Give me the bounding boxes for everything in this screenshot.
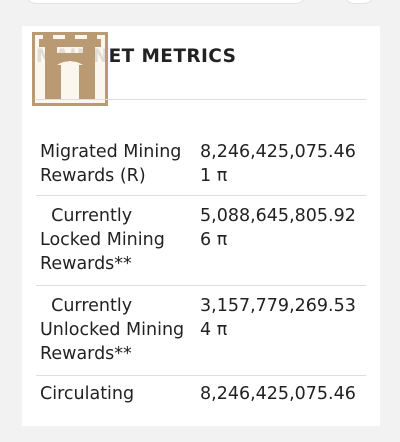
metric-row-locked: Currently Locked Mining Rewards** 5,088,…: [36, 204, 366, 286]
metric-row-unlocked: Currently Unlocked Mining Rewards** 3,15…: [36, 294, 366, 376]
metric-row-migrated: Migrated Mining Rewards (R) 8,246,425,07…: [36, 140, 366, 196]
metric-label: Currently Locked Mining Rewards**: [40, 206, 171, 274]
metric-label: Currently Unlocked Mining Rewards**: [40, 296, 190, 364]
menu-button[interactable]: [342, 0, 376, 4]
header-divider: [36, 99, 366, 100]
metric-value: 8,246,425,075.46: [200, 384, 356, 404]
card-header: MAINNET METRICS: [22, 26, 380, 106]
castle-gate-icon: [32, 32, 108, 106]
metric-label: Migrated Mining Rewards (R): [40, 142, 182, 186]
metric-row-circulating: Circulating 8,246,425,075.46: [36, 382, 366, 442]
top-bar: [0, 0, 400, 24]
metric-value: 5,088,645,805.926 π: [200, 206, 356, 250]
search-bar[interactable]: [24, 0, 308, 4]
metric-label: Circulating: [40, 384, 135, 404]
metric-value: 8,246,425,075.461 π: [200, 142, 356, 186]
metrics-card: MAINNET METRICS: [22, 26, 380, 426]
metric-value: 3,157,779,269.534 π: [200, 296, 356, 340]
